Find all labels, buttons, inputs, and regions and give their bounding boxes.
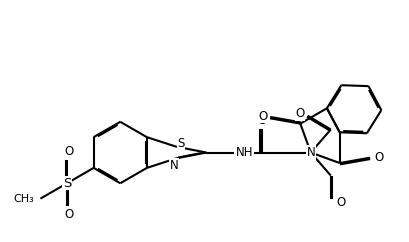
Text: O: O: [256, 114, 265, 127]
Text: O: O: [294, 107, 304, 120]
Text: N: N: [306, 146, 315, 159]
Text: O: O: [64, 145, 74, 158]
Text: O: O: [258, 110, 267, 123]
Text: NH: NH: [235, 146, 253, 159]
Text: CH₃: CH₃: [14, 194, 34, 204]
Text: O: O: [335, 196, 344, 209]
Text: O: O: [64, 209, 74, 221]
Text: S: S: [63, 177, 71, 190]
Text: S: S: [177, 137, 184, 150]
Text: O: O: [373, 151, 382, 164]
Text: N: N: [169, 159, 178, 172]
